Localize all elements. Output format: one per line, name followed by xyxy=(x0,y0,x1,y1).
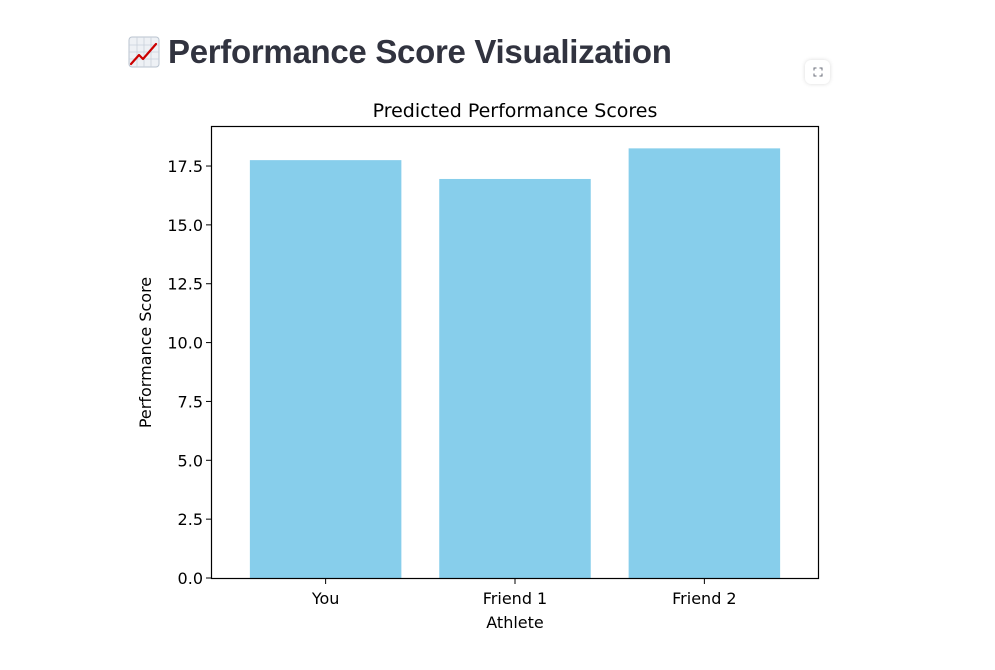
x-axis-label: Athlete xyxy=(486,613,543,632)
chart-title: Predicted Performance Scores xyxy=(373,100,658,122)
x-tick-label: Friend 1 xyxy=(483,589,547,608)
y-tick-label: 0.0 xyxy=(178,569,203,588)
y-tick-label: 12.5 xyxy=(167,275,203,294)
page-header: Performance Score Visualization xyxy=(128,30,672,74)
bar-you xyxy=(249,160,402,578)
bar-friend-1 xyxy=(439,178,591,578)
y-tick-label: 5.0 xyxy=(178,451,203,470)
chart-increasing-icon xyxy=(128,36,160,68)
y-tick-label: 17.5 xyxy=(167,157,203,176)
y-tick-label: 2.5 xyxy=(178,510,203,529)
y-tick-label: 10.0 xyxy=(167,334,203,353)
bar-friend-2 xyxy=(628,148,781,579)
y-tick-label: 7.5 xyxy=(178,392,203,411)
x-tick-label: You xyxy=(311,589,340,608)
fullscreen-button[interactable] xyxy=(805,60,830,84)
y-axis-label: Performance Score xyxy=(136,277,155,428)
y-tick-label: 15.0 xyxy=(167,216,203,235)
fullscreen-icon xyxy=(813,67,822,77)
x-tick-label: Friend 2 xyxy=(672,589,736,608)
page-title: Performance Score Visualization xyxy=(168,33,672,70)
